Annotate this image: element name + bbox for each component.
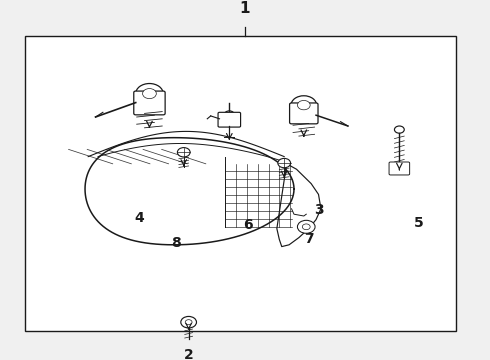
Circle shape [224, 111, 234, 118]
Polygon shape [85, 138, 294, 245]
Circle shape [143, 89, 156, 99]
Text: 4: 4 [135, 211, 145, 225]
FancyBboxPatch shape [290, 103, 318, 124]
Text: 3: 3 [314, 203, 323, 217]
Text: 6: 6 [243, 218, 252, 232]
Circle shape [291, 96, 317, 114]
Circle shape [302, 224, 310, 230]
Polygon shape [277, 164, 321, 247]
Text: 8: 8 [172, 236, 181, 250]
Circle shape [177, 148, 190, 157]
Text: 5: 5 [414, 216, 424, 230]
Circle shape [278, 158, 291, 168]
Circle shape [181, 316, 196, 328]
Circle shape [136, 84, 163, 104]
Text: 7: 7 [304, 232, 314, 246]
FancyBboxPatch shape [134, 91, 165, 115]
Circle shape [297, 220, 315, 233]
Text: 1: 1 [240, 1, 250, 16]
FancyBboxPatch shape [218, 112, 241, 127]
FancyBboxPatch shape [389, 162, 410, 175]
Bar [24, 36, 456, 331]
Circle shape [185, 320, 192, 325]
Text: 2: 2 [184, 348, 194, 360]
Circle shape [297, 100, 310, 110]
Circle shape [394, 126, 404, 133]
